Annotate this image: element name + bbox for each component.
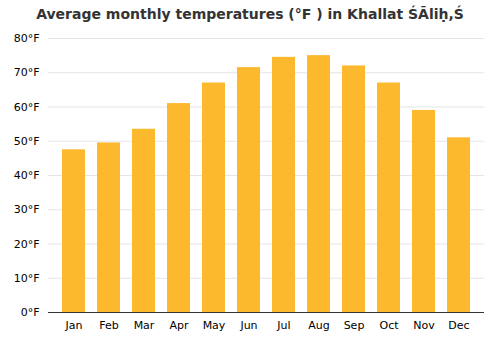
svg-text:70°F: 70°F bbox=[14, 66, 40, 79]
svg-text:50°F: 50°F bbox=[14, 135, 40, 148]
svg-text:Nov: Nov bbox=[413, 319, 435, 332]
svg-text:Apr: Apr bbox=[169, 319, 189, 332]
svg-text:Aug: Aug bbox=[308, 319, 329, 332]
svg-text:20°F: 20°F bbox=[14, 238, 40, 251]
svg-text:60°F: 60°F bbox=[14, 101, 40, 114]
svg-text:Mar: Mar bbox=[134, 319, 155, 332]
html-text:Average monthly temperatures (: Average monthly temperatures (°F ) in Kh… bbox=[36, 6, 464, 22]
svg-text:0°F: 0°F bbox=[21, 306, 40, 319]
svg-text:Jun: Jun bbox=[239, 319, 257, 332]
svg-text:40°F: 40°F bbox=[14, 169, 40, 182]
svg-text:Sep: Sep bbox=[344, 319, 365, 332]
svg-text:Jul: Jul bbox=[276, 319, 290, 332]
svg-text:Jan: Jan bbox=[65, 319, 83, 332]
svg-text:Dec: Dec bbox=[448, 319, 469, 332]
svg-text:80°F: 80°F bbox=[14, 32, 40, 45]
svg-text:30°F: 30°F bbox=[14, 203, 40, 216]
svg-text:10°F: 10°F bbox=[14, 272, 40, 285]
svg-text:May: May bbox=[203, 319, 226, 332]
svg-text:Oct: Oct bbox=[379, 319, 399, 332]
svg-text:Feb: Feb bbox=[99, 319, 118, 332]
